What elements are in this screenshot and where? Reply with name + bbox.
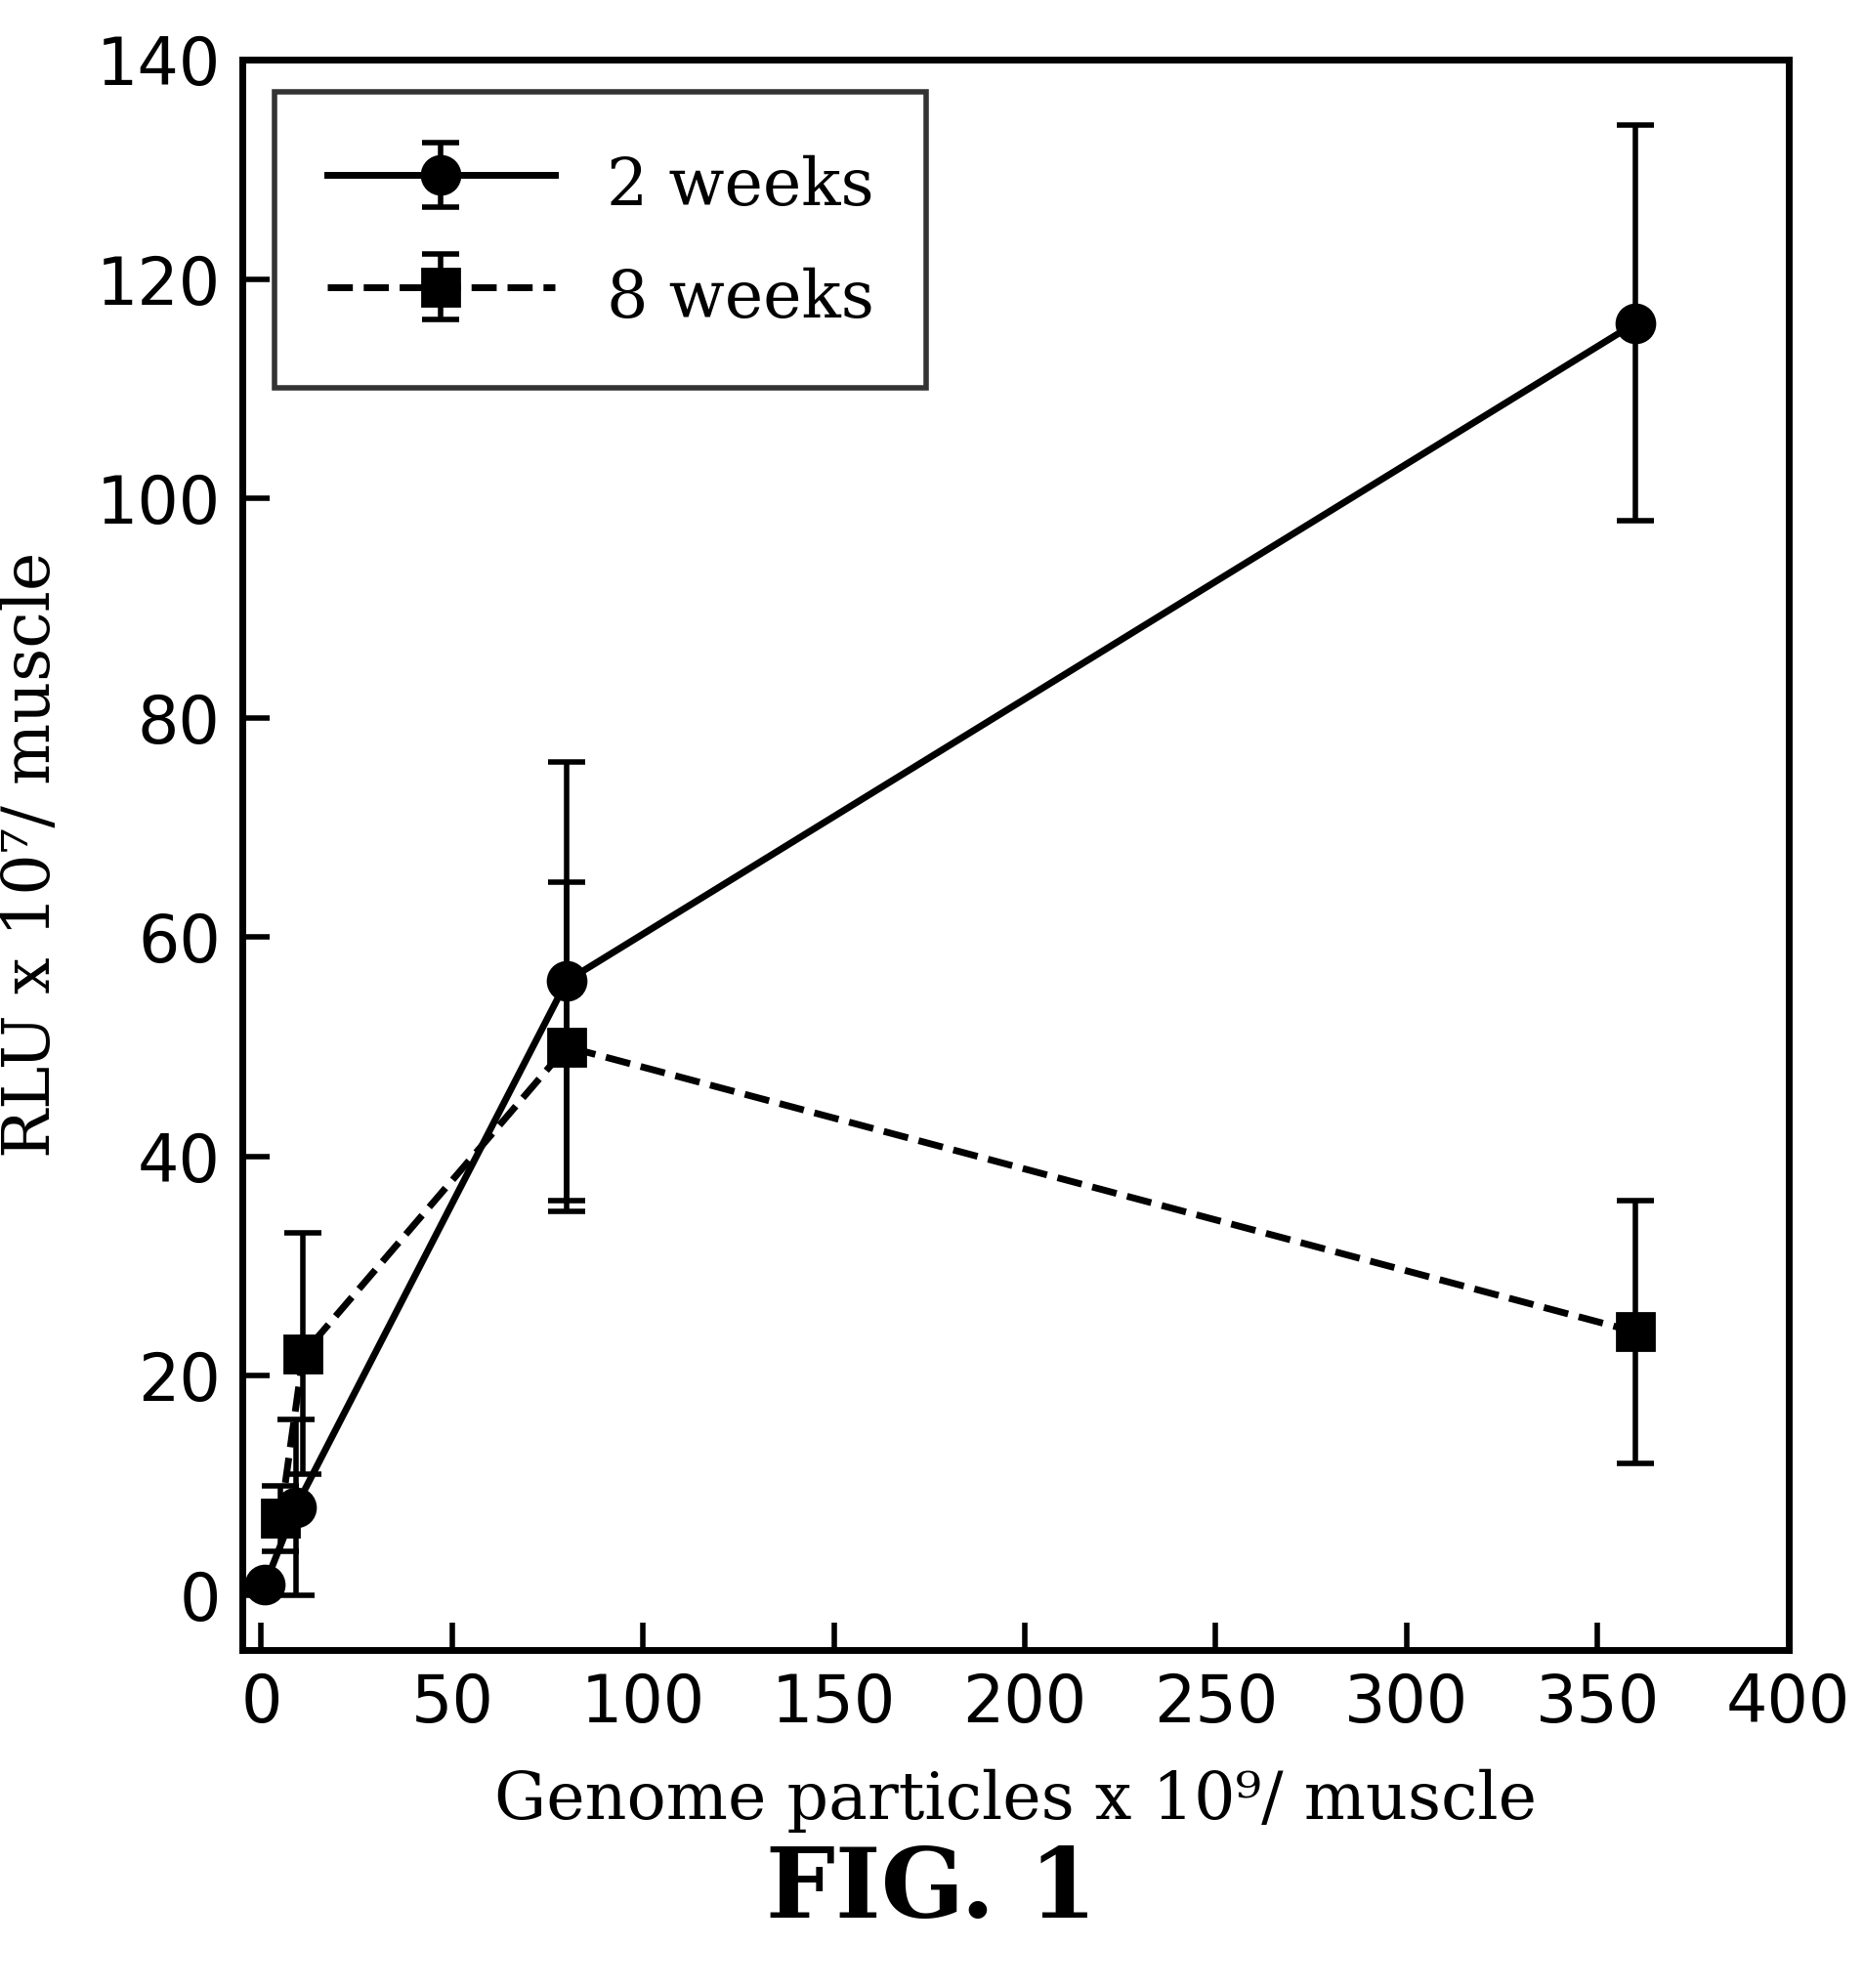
Text: FIG. 1: FIG. 1 [766, 1843, 1097, 1938]
Y-axis label: RLU x 10⁷/ muscle: RLU x 10⁷/ muscle [0, 553, 63, 1157]
Legend: 2 weeks, 8 weeks: 2 weeks, 8 weeks [274, 91, 926, 388]
X-axis label: Genome particles x 10⁹/ muscle: Genome particles x 10⁹/ muscle [494, 1769, 1537, 1833]
